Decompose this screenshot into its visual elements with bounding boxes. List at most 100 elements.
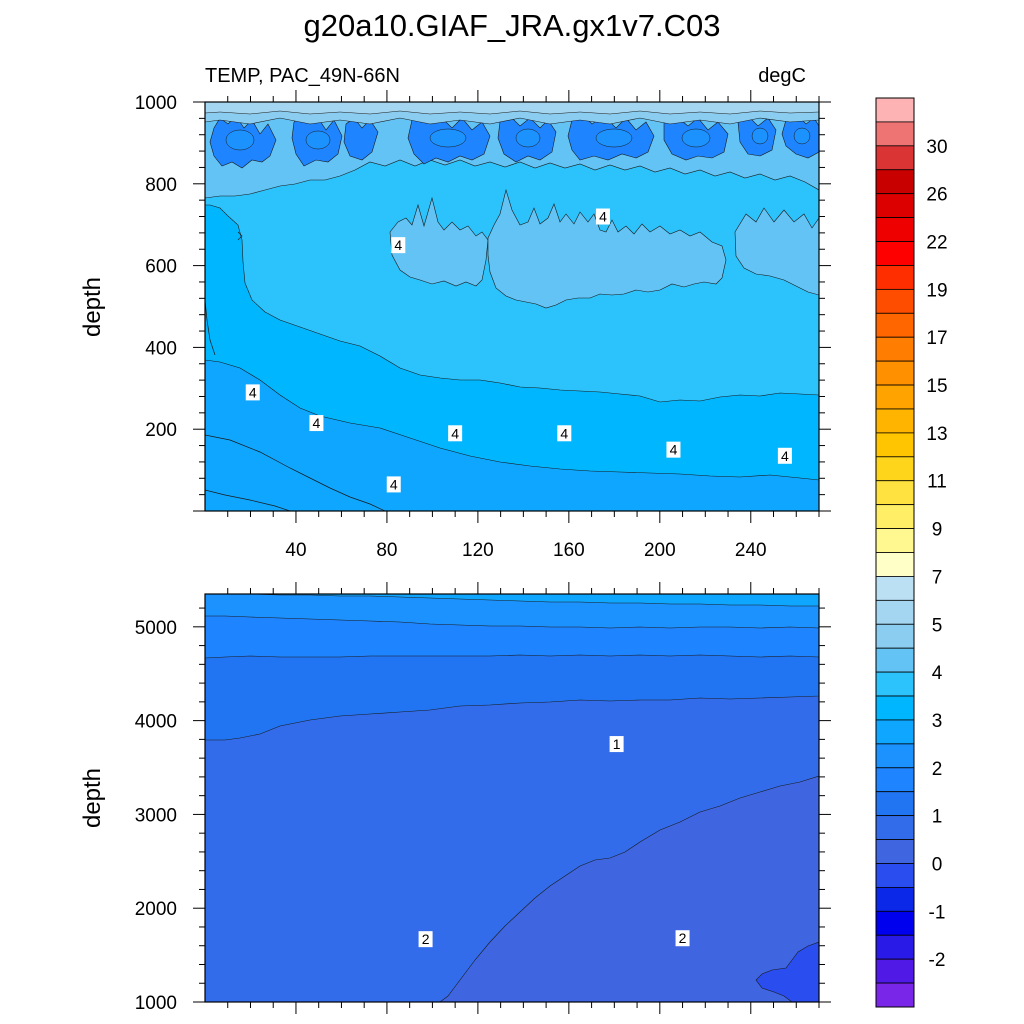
contour-label: 4: [245, 384, 260, 401]
y-tick-label: 5000: [135, 618, 177, 639]
colorbar-label: 9: [932, 520, 943, 541]
colorbar-swatch: [875, 767, 915, 793]
contour-label-box: [666, 441, 681, 458]
y-tick-label: 400: [145, 338, 177, 359]
colorbar-swatch: [875, 456, 915, 482]
colorbar-frame: [875, 97, 915, 1008]
lower-contour-labels: 2 2 1: [418, 736, 690, 948]
colorbar-swatch: [875, 336, 915, 362]
colorbar-swatch: [875, 576, 915, 601]
colorbar-swatch: [875, 647, 915, 673]
contour-label-box: [777, 447, 792, 464]
colorbar-swatch: [875, 743, 915, 769]
lower-panel: 1000 2000 3000 4000 5000 depth 2 2 1: [79, 582, 831, 1014]
contour-label: 4: [666, 441, 681, 458]
colorbar-swatch: [875, 480, 915, 506]
colorbar-label: 0: [932, 854, 943, 875]
colorbar-swatch: [875, 97, 915, 123]
colorbar-label: 30: [926, 137, 947, 158]
contour-label-box: [245, 384, 260, 401]
contour-line-small: [237, 231, 243, 241]
colorbar-swatch: [875, 288, 915, 314]
colorbar-label: 17: [926, 328, 947, 349]
contour-label-box: [557, 425, 572, 442]
colorbar-swatch: [875, 982, 915, 1008]
fill-band-3: [205, 594, 819, 607]
colorbar-label: 19: [926, 280, 947, 301]
contour-line-3: [205, 434, 386, 511]
colorbar-label: 15: [926, 376, 947, 397]
contour-label: 4: [448, 425, 463, 442]
colorbar-swatch: [875, 360, 915, 386]
x-tick-label: 200: [644, 540, 676, 561]
colorbar-swatch: [875, 839, 915, 864]
y-tick-label: 600: [145, 257, 177, 278]
contour-label-box: [595, 208, 610, 225]
contour-label: 4: [777, 447, 792, 464]
colorbar-swatch: [875, 217, 915, 242]
fill-band-5-inner: [225, 127, 811, 151]
colorbar-label: -1: [929, 902, 946, 923]
contour-label-box: [386, 476, 401, 493]
colorbar-swatch: [875, 193, 915, 219]
colorbar-label: 26: [926, 185, 947, 206]
colorbar-swatch: [875, 241, 915, 266]
colorbar-swatch: [875, 958, 915, 984]
colorbar-swatch: [875, 910, 915, 936]
y-tick-label: 800: [145, 175, 177, 196]
colorbar-swatch: [875, 815, 915, 840]
colorbar-label: -2: [929, 950, 946, 971]
colorbar-swatch: [875, 312, 915, 338]
contour-label-box: [675, 930, 690, 947]
lower-panel-tick-labels: 1000 2000 3000 4000 5000: [135, 618, 177, 1014]
colorbar-swatch: [875, 552, 915, 577]
contour-label-text: 4: [313, 415, 321, 431]
x-tick-label: 160: [553, 540, 585, 561]
contour-line-2-5: [205, 489, 291, 511]
contour-label: 4: [557, 425, 572, 442]
lower-y-axis-label: depth: [79, 768, 106, 828]
fill-surface-b: [205, 102, 819, 115]
colorbar-swatch: [875, 886, 915, 912]
upper-panel-tick-labels: 200 400 600 800 1000 40 80 120 160 200 240: [135, 93, 767, 561]
contour-label-text: 4: [670, 442, 678, 458]
colorbar-swatch: [875, 145, 915, 171]
colorbar-labels: 30 26 22 19 17 15 13 11 9 7 5 4 3 2 1 0 -1 -2: [926, 137, 947, 971]
contour-label-text: 4: [390, 476, 398, 492]
colorbar-swatch: [875, 695, 915, 721]
contour-label: 4: [309, 415, 324, 432]
fill-band-4-5-a: [389, 196, 489, 287]
upper-panel-ticks: [193, 90, 831, 523]
colorbar-swatch: [875, 623, 915, 649]
fill-band-0: [755, 941, 819, 1002]
colorbar-label: 22: [926, 233, 947, 254]
upper-panel: 200 400 600 800 1000 40 80 120 160 200 240 depth 4…: [79, 90, 831, 561]
contour-label-text: 4: [599, 209, 607, 225]
colorbar-swatch: [875, 863, 915, 888]
x-tick-label: 40: [285, 540, 306, 561]
colorbar-label: 1: [932, 807, 943, 828]
colorbar-swatch: [875, 384, 915, 410]
y-tick-label: 4000: [135, 712, 177, 733]
upper-y-axis-label: depth: [79, 277, 106, 337]
lower-panel-frame: [204, 593, 820, 1003]
contour-label-text: 2: [422, 931, 430, 947]
contour-label-text: 4: [394, 237, 402, 253]
colorbar-label: 13: [926, 424, 947, 445]
colorbar-label: 4: [932, 663, 943, 684]
upper-contour-labels: 4 4 4 4 4 4 4 4 4: [245, 208, 792, 493]
contour-label-text: 4: [781, 448, 789, 464]
colorbar-label: 3: [932, 711, 943, 732]
contour-label: 4: [386, 476, 401, 493]
colorbar-swatch: [875, 719, 915, 745]
contour-label-box: [391, 237, 406, 254]
colorbar-label: 7: [932, 567, 943, 588]
y-tick-label: 1000: [135, 93, 177, 114]
colorbar-swatch: [875, 791, 915, 817]
contour-label: 4: [391, 237, 406, 254]
colorbar-swatch: [875, 934, 915, 960]
contour-label-text: 4: [451, 425, 459, 441]
colorbar-swatch: [875, 528, 915, 553]
contour-label-text: 1: [613, 736, 621, 752]
y-tick-label: 200: [145, 420, 177, 441]
